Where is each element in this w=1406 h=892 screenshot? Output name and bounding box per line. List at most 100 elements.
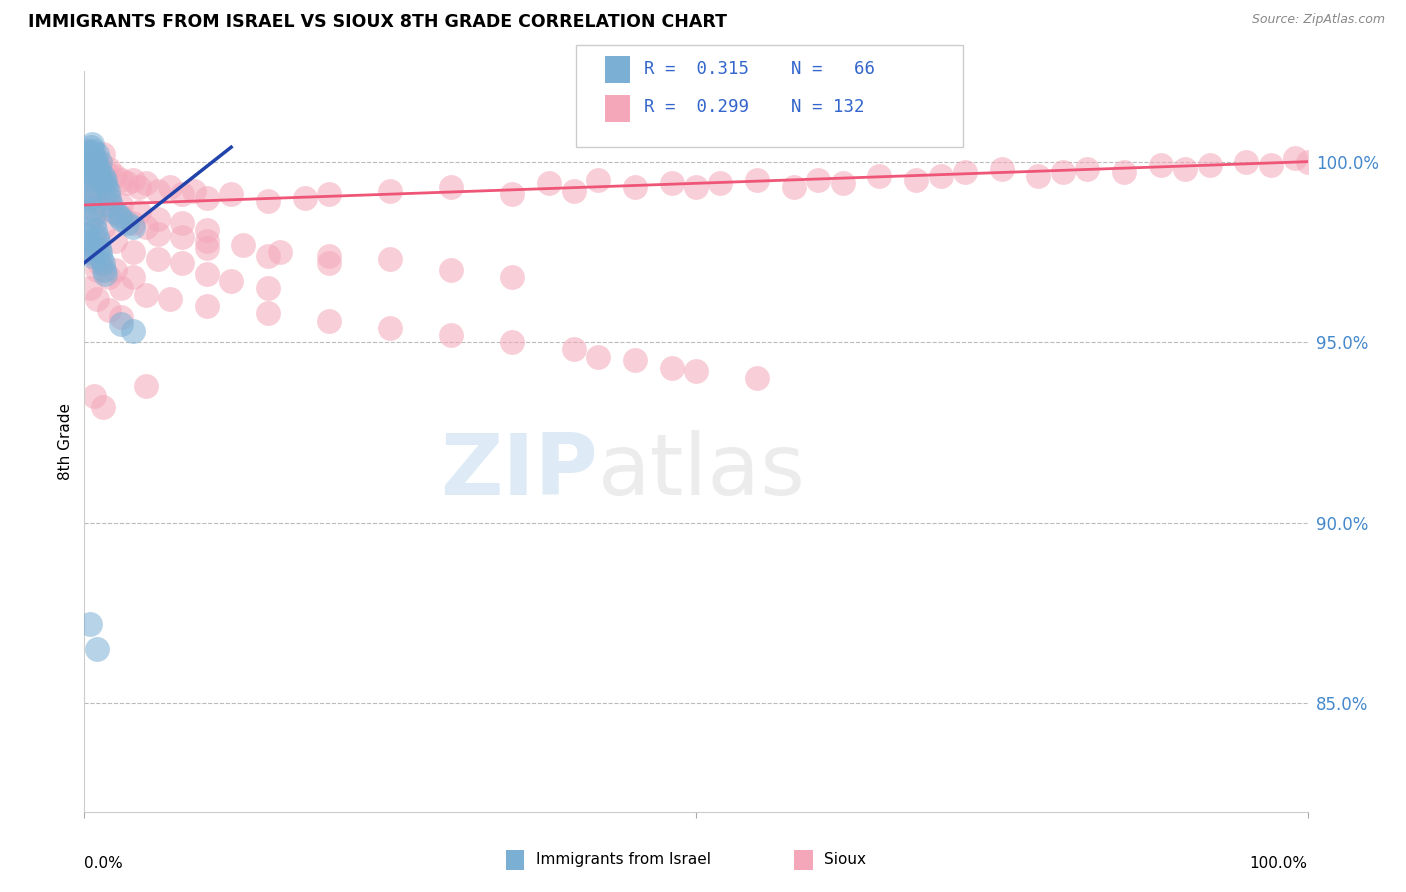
Point <box>380 320 402 334</box>
Point <box>86 147 108 161</box>
Point <box>83 161 105 176</box>
Point <box>90 172 112 186</box>
Point <box>93 177 115 191</box>
Point <box>219 274 242 288</box>
Point <box>104 169 127 183</box>
Text: R =  0.299    N = 132: R = 0.299 N = 132 <box>644 98 865 116</box>
Point <box>87 161 110 176</box>
Point <box>135 177 157 191</box>
Point <box>77 244 100 259</box>
Point <box>318 187 340 202</box>
Point <box>183 184 205 198</box>
Point <box>318 248 340 262</box>
Point <box>538 177 561 191</box>
Point <box>96 165 118 179</box>
Point <box>110 209 132 223</box>
Point <box>195 191 218 205</box>
Point <box>87 256 110 270</box>
Point <box>91 198 114 212</box>
Point <box>83 389 105 403</box>
Point <box>1150 158 1173 172</box>
Point <box>624 180 647 194</box>
Point <box>195 223 218 237</box>
Point <box>122 219 145 234</box>
Point <box>115 177 138 191</box>
Point <box>80 140 103 154</box>
Point <box>1260 158 1282 172</box>
Point <box>86 194 108 209</box>
Point <box>1076 161 1098 176</box>
Point <box>76 227 98 241</box>
Point <box>79 244 101 259</box>
Point <box>94 267 117 281</box>
Point <box>269 244 291 259</box>
Text: 100.0%: 100.0% <box>1250 856 1308 871</box>
Point <box>84 158 107 172</box>
Text: ZIP: ZIP <box>440 430 598 513</box>
Point <box>661 360 683 375</box>
Point <box>1174 161 1197 176</box>
Point <box>440 180 463 194</box>
Point <box>77 234 100 248</box>
Point <box>83 209 105 223</box>
Text: 0.0%: 0.0% <box>84 856 124 871</box>
Point <box>172 216 194 230</box>
Point <box>93 263 115 277</box>
Point <box>135 378 157 392</box>
Point <box>146 212 169 227</box>
Point <box>75 172 97 186</box>
Point <box>79 616 101 631</box>
Point <box>146 184 169 198</box>
Point <box>709 177 731 191</box>
Point <box>783 180 806 194</box>
Point <box>97 191 120 205</box>
Point <box>84 223 107 237</box>
Point <box>122 270 145 285</box>
Point <box>110 317 132 331</box>
Point <box>90 252 112 267</box>
Point <box>82 209 104 223</box>
Point <box>146 252 169 267</box>
Point <box>86 292 108 306</box>
Point <box>87 234 110 248</box>
Point <box>1052 165 1074 179</box>
Point <box>991 161 1014 176</box>
Point <box>122 244 145 259</box>
Point <box>77 184 100 198</box>
Point <box>747 371 769 385</box>
Point <box>94 172 117 186</box>
Text: Source: ZipAtlas.com: Source: ZipAtlas.com <box>1251 13 1385 27</box>
Point <box>91 219 114 234</box>
Point <box>159 180 181 194</box>
Point <box>80 202 103 216</box>
Point <box>1198 158 1220 172</box>
Point <box>562 184 585 198</box>
Point <box>661 177 683 191</box>
Point <box>586 172 609 186</box>
Point <box>869 169 891 183</box>
Point <box>685 180 707 194</box>
Point <box>502 187 524 202</box>
Point <box>82 147 104 161</box>
Text: Sioux: Sioux <box>824 853 866 867</box>
Point <box>83 154 105 169</box>
Point <box>79 191 101 205</box>
Point <box>905 172 928 186</box>
Point <box>75 161 97 176</box>
Point <box>257 306 280 320</box>
Point <box>502 335 524 350</box>
Point <box>440 263 463 277</box>
Point <box>318 313 340 327</box>
Point <box>122 325 145 339</box>
Point <box>110 212 132 227</box>
Point <box>80 136 103 151</box>
Point <box>91 401 114 415</box>
Point <box>82 144 104 158</box>
Point <box>115 216 138 230</box>
Point <box>83 151 105 165</box>
Point <box>502 270 524 285</box>
Point <box>87 165 110 179</box>
Point <box>97 161 120 176</box>
Point <box>440 328 463 343</box>
Point <box>87 241 110 255</box>
